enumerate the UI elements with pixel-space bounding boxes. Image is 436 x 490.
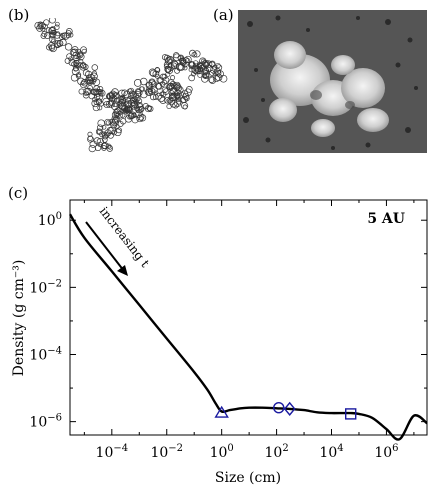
y-tick-label: 10−6	[29, 413, 62, 431]
y-tick-labels: 100 10−2 10−4 10−6	[29, 211, 62, 430]
circle-marker	[273, 402, 285, 414]
x-tick-label: 106	[374, 443, 398, 461]
increasing-t-annotation: increasing t	[85, 204, 153, 276]
y-axis-label: Density (g cm⁻³)	[11, 260, 27, 377]
plot-frame	[69, 199, 428, 436]
increasing-t-arrowhead	[117, 265, 128, 276]
square-marker	[345, 408, 357, 420]
diamond-marker	[283, 401, 296, 416]
triangle-marker	[214, 405, 229, 418]
aggregate-illustration	[34, 18, 228, 153]
y-tick-label: 100	[38, 211, 62, 229]
markers	[214, 401, 357, 420]
y-tick-label: 10−2	[29, 278, 62, 296]
density-curve	[68, 213, 428, 441]
dust-particle-micrograph	[238, 10, 427, 153]
panel-label-b: (b)	[8, 6, 30, 24]
x-tick-labels: 10−4 10−2 100 102 104 106	[96, 443, 399, 461]
x-tick-label: 104	[319, 443, 343, 461]
panel-label-a: (a)	[213, 6, 234, 24]
increasing-t-arrow	[85, 221, 125, 272]
x-tick-marks	[83, 200, 415, 435]
chart-annotation-5au: 5 AU	[367, 211, 405, 227]
x-tick-label: 102	[264, 443, 288, 461]
y-tick-marks	[70, 219, 427, 423]
density-size-chart: 10−4 10−2 100 102 104 106 100 10−2 10−4 10−6 5 A…	[11, 199, 428, 486]
x-tick-label: 10−2	[150, 443, 183, 461]
increasing-t-text: increasing t	[97, 204, 153, 270]
x-axis-label: Size (cm)	[215, 470, 281, 486]
micrograph-image	[238, 10, 427, 153]
y-tick-label: 10−4	[29, 345, 62, 363]
x-tick-label: 10−4	[96, 443, 129, 461]
x-tick-label: 100	[210, 443, 234, 461]
panel-label-c: (c)	[8, 184, 29, 202]
